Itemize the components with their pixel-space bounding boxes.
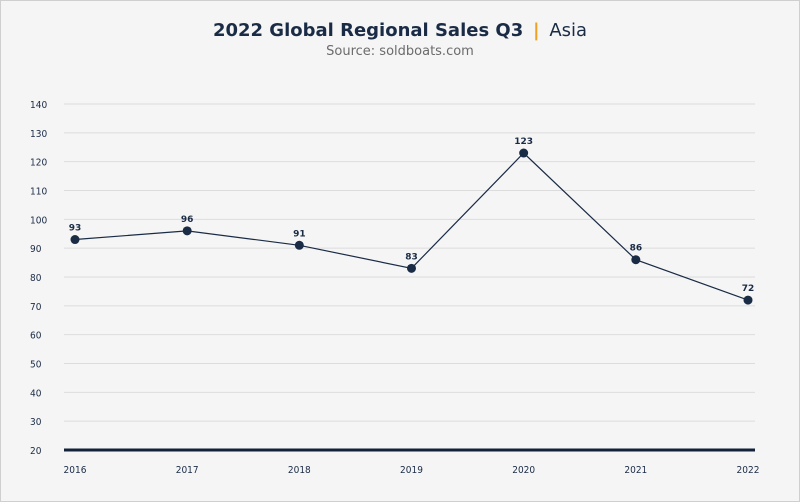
data-point — [407, 263, 416, 273]
chart-title-region: Asia — [549, 20, 588, 41]
y-tick-label: 60 — [30, 331, 42, 342]
data-point — [70, 235, 80, 245]
data-point — [519, 148, 529, 158]
x-tick-label: 2019 — [400, 465, 423, 476]
x-tick-label: 2021 — [624, 465, 647, 476]
data-label: 86 — [630, 244, 643, 254]
y-tick-label: 120 — [30, 158, 47, 169]
x-tick-label: 2016 — [64, 465, 87, 476]
x-tick-label: 2022 — [737, 465, 760, 476]
y-tick-label: 50 — [30, 360, 42, 371]
series-line — [74, 152, 749, 301]
chart-subtitle: Source: soldboats.com — [326, 44, 474, 59]
data-point — [294, 240, 304, 250]
x-tick-label: 2017 — [176, 465, 199, 476]
data-point — [743, 295, 753, 305]
y-tick-label: 110 — [30, 187, 47, 198]
data-label: 83 — [405, 252, 418, 262]
y-tick-label: 80 — [30, 273, 42, 284]
chart-title-main: 2022 Global Regional Sales Q3 — [212, 20, 524, 41]
y-tick-label: 30 — [30, 417, 42, 428]
x-tick-label: 2018 — [288, 465, 311, 476]
data-point — [182, 226, 192, 236]
y-tick-label: 140 — [30, 100, 47, 111]
data-point — [631, 255, 641, 265]
y-tick-label: 100 — [30, 215, 47, 226]
y-tick-label: 90 — [30, 244, 42, 255]
data-label: 93 — [69, 224, 82, 234]
data-label: 91 — [293, 229, 306, 239]
data-label: 96 — [181, 215, 194, 225]
data-label: 123 — [514, 137, 533, 147]
data-label: 72 — [742, 284, 755, 294]
y-tick-label: 130 — [30, 129, 47, 140]
y-tick-label: 70 — [30, 302, 42, 313]
y-tick-label: 20 — [30, 446, 42, 457]
y-tick-label: 40 — [30, 388, 42, 399]
chart-title-separator: | — [533, 20, 540, 41]
chart-title: 2022 Global Regional Sales Q3 | Asia — [0, 20, 800, 41]
x-tick-label: 2020 — [512, 465, 535, 476]
